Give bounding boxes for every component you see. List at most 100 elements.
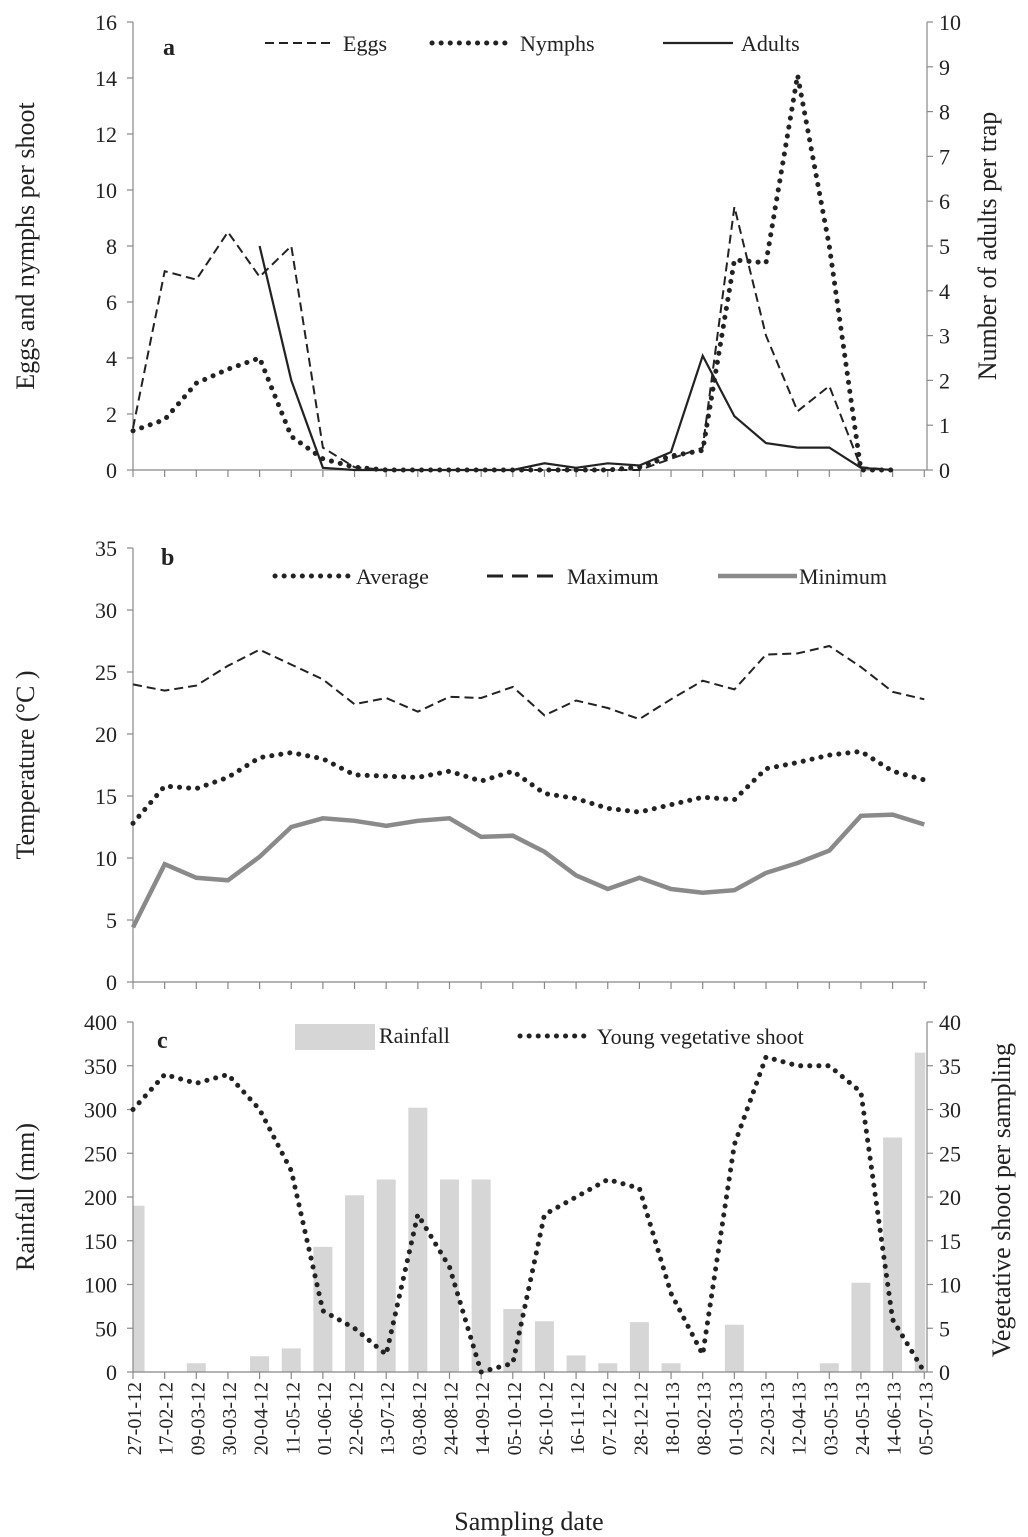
series-nymphs-line [130, 74, 896, 473]
panel-b-letter: b [161, 545, 174, 571]
panel-a-y-tick-label: 16 [95, 10, 117, 35]
panel-a-y2-tick-label: 7 [939, 144, 950, 169]
panel-a-y-tick-label: 12 [95, 122, 117, 147]
panel-b-chart: 0 5 10 15 20 25 30 35 b Temperature (°C ) Average M… [11, 536, 927, 995]
panel-c-y2-tick-label: 15 [939, 1229, 961, 1254]
panel-c-y2-tick-label: 5 [939, 1316, 950, 1341]
panel-c-y2-axis-title: Vegetative shoot per sampling [987, 1043, 1016, 1357]
x-tick-label: 01-06-12 [314, 1382, 336, 1455]
series-minimum-line [130, 812, 925, 929]
panel-c-y2-tick-label: 30 [939, 1098, 961, 1123]
panel-c-y2-tick-label: 10 [939, 1273, 961, 1298]
panel-a-y-tick-label: 6 [106, 290, 117, 315]
panel-a-y2-tick-label: 8 [939, 100, 950, 125]
x-tick-label: 14-06-13 [884, 1382, 906, 1455]
panel-a-y2-tick-label: 1 [939, 413, 950, 438]
panel-b-y-tick-label: 0 [106, 970, 117, 995]
panel-b-y-tick-label: 35 [95, 536, 117, 561]
panel-a-y2-tick-label: 9 [939, 55, 950, 80]
rainfall-bar [440, 1179, 459, 1372]
rainfall-bar [471, 1179, 491, 1372]
rainfall-bar [851, 1282, 871, 1372]
x-tick-label: 26-10-12 [535, 1382, 557, 1455]
panel-a-y-tick-label: 0 [106, 458, 117, 483]
panel-c-y-axis-title: Rainfall (mm) [11, 1123, 40, 1271]
panel-c-y2-tick-label: 40 [939, 1010, 961, 1035]
panel-a-y-axis-title: Eggs and nymphs per shoot [11, 102, 40, 390]
rainfall-bar [534, 1321, 554, 1372]
panel-b-y-tick-label: 20 [95, 722, 117, 747]
panel-c-y-tick-label: 350 [84, 1054, 117, 1079]
rainfall-bar [566, 1355, 586, 1372]
rainfall-bar [281, 1348, 301, 1372]
x-tick-label: 20-04-12 [251, 1382, 273, 1455]
panel-c-letter: c [157, 1028, 168, 1054]
legend-nymphs-label: Nymphs [520, 31, 595, 56]
x-tick-label: 28-12-12 [630, 1382, 652, 1455]
x-tick-label: 11-05-12 [282, 1382, 304, 1455]
series-eggs-line [132, 206, 893, 471]
x-tick-label: 08-02-13 [694, 1382, 716, 1455]
x-tick-label: 07-12-12 [599, 1382, 621, 1455]
panel-c-legend: Rainfall Young vegetative shoot [295, 1023, 804, 1050]
rainfall-bar [250, 1356, 270, 1372]
rainfall-bar [724, 1324, 744, 1372]
series-maximum-line [132, 644, 925, 721]
panel-a-y2-tick-label: 5 [939, 234, 950, 259]
panel-c-y-tick-label: 250 [84, 1141, 117, 1166]
rainfall-bar [133, 1205, 145, 1372]
rainfall-bar [661, 1363, 681, 1372]
x-tick-label: 05-07-13 [915, 1382, 937, 1455]
panel-a-y-tick-label: 2 [106, 402, 117, 427]
x-tick-label: 22-06-12 [346, 1382, 368, 1455]
panel-a-legend: Eggs Nymphs Adults [265, 31, 800, 56]
panel-c-y-tick-label: 300 [84, 1098, 117, 1123]
x-tick-label: 12-04-13 [789, 1382, 811, 1455]
panel-c-y2-tick-label: 35 [939, 1054, 961, 1079]
x-tick-label: 03-05-13 [820, 1382, 842, 1455]
x-tick-label: 27-01-12 [124, 1382, 146, 1455]
panel-c-y2-tick-label: 0 [939, 1360, 950, 1385]
x-tick-label: 05-10-12 [504, 1382, 526, 1455]
panel-c-chart: 0 50 100 150 200 250 300 350 400 0 5 10 15 20 25 30 35 40… [11, 1010, 1016, 1455]
panel-a-y2-tick-label: 2 [939, 368, 950, 393]
x-tick-label: 14-09-12 [472, 1382, 494, 1455]
x-tick-label: 16-11-12 [567, 1382, 589, 1455]
rainfall-bar [503, 1309, 523, 1372]
rainfall-bar [408, 1107, 428, 1372]
rainfall-bar [883, 1137, 903, 1372]
panel-c-y-tick-label: 150 [84, 1229, 117, 1254]
rainfall-bar [598, 1363, 618, 1372]
x-tick-label: 30-03-12 [219, 1382, 241, 1455]
panel-a-y2-tick-label: 10 [939, 10, 961, 35]
legend-rainfall-label: Rainfall [379, 1023, 450, 1048]
x-tick-label: 24-08-12 [441, 1382, 463, 1455]
panel-c-y-tick-label: 0 [106, 1360, 117, 1385]
rainfall-bar [186, 1363, 206, 1372]
panel-c-y2-tick-label: 25 [939, 1141, 961, 1166]
legend-young-vegetative-shoot-label: Young vegetative shoot [597, 1024, 804, 1049]
x-tick-label: 22-03-13 [757, 1382, 779, 1455]
x-tick-label: 17-02-12 [156, 1382, 178, 1455]
series-average-line [130, 748, 927, 826]
panel-a-y2-tick-label: 0 [939, 458, 950, 483]
rainfall-bar [914, 1052, 926, 1372]
series-adults-line [258, 245, 893, 472]
panel-a-y-tick-label: 14 [95, 66, 117, 91]
panel-b-y-axis-title: Temperature (°C ) [11, 670, 40, 859]
x-tick-label: 18-01-13 [662, 1382, 684, 1455]
panel-b-y-tick-label: 10 [95, 846, 117, 871]
panel-a-y2-tick-label: 4 [939, 279, 950, 304]
rainfall-bar [629, 1322, 649, 1372]
panel-b-y-tick-label: 15 [95, 784, 117, 809]
panel-a-y2-tick-label: 6 [939, 189, 950, 214]
panel-a-y2-tick-label: 3 [939, 324, 950, 349]
panel-a-y-tick-label: 10 [95, 178, 117, 203]
legend-minimum-label: Minimum [799, 564, 887, 589]
legend-adults-label: Adults [741, 31, 800, 56]
rainfall-bar [345, 1195, 365, 1372]
x-axis-title: Sampling date [454, 1507, 603, 1536]
series-young-vegetative-shoot-line [130, 1053, 927, 1376]
panel-c-y-tick-label: 50 [95, 1316, 117, 1341]
